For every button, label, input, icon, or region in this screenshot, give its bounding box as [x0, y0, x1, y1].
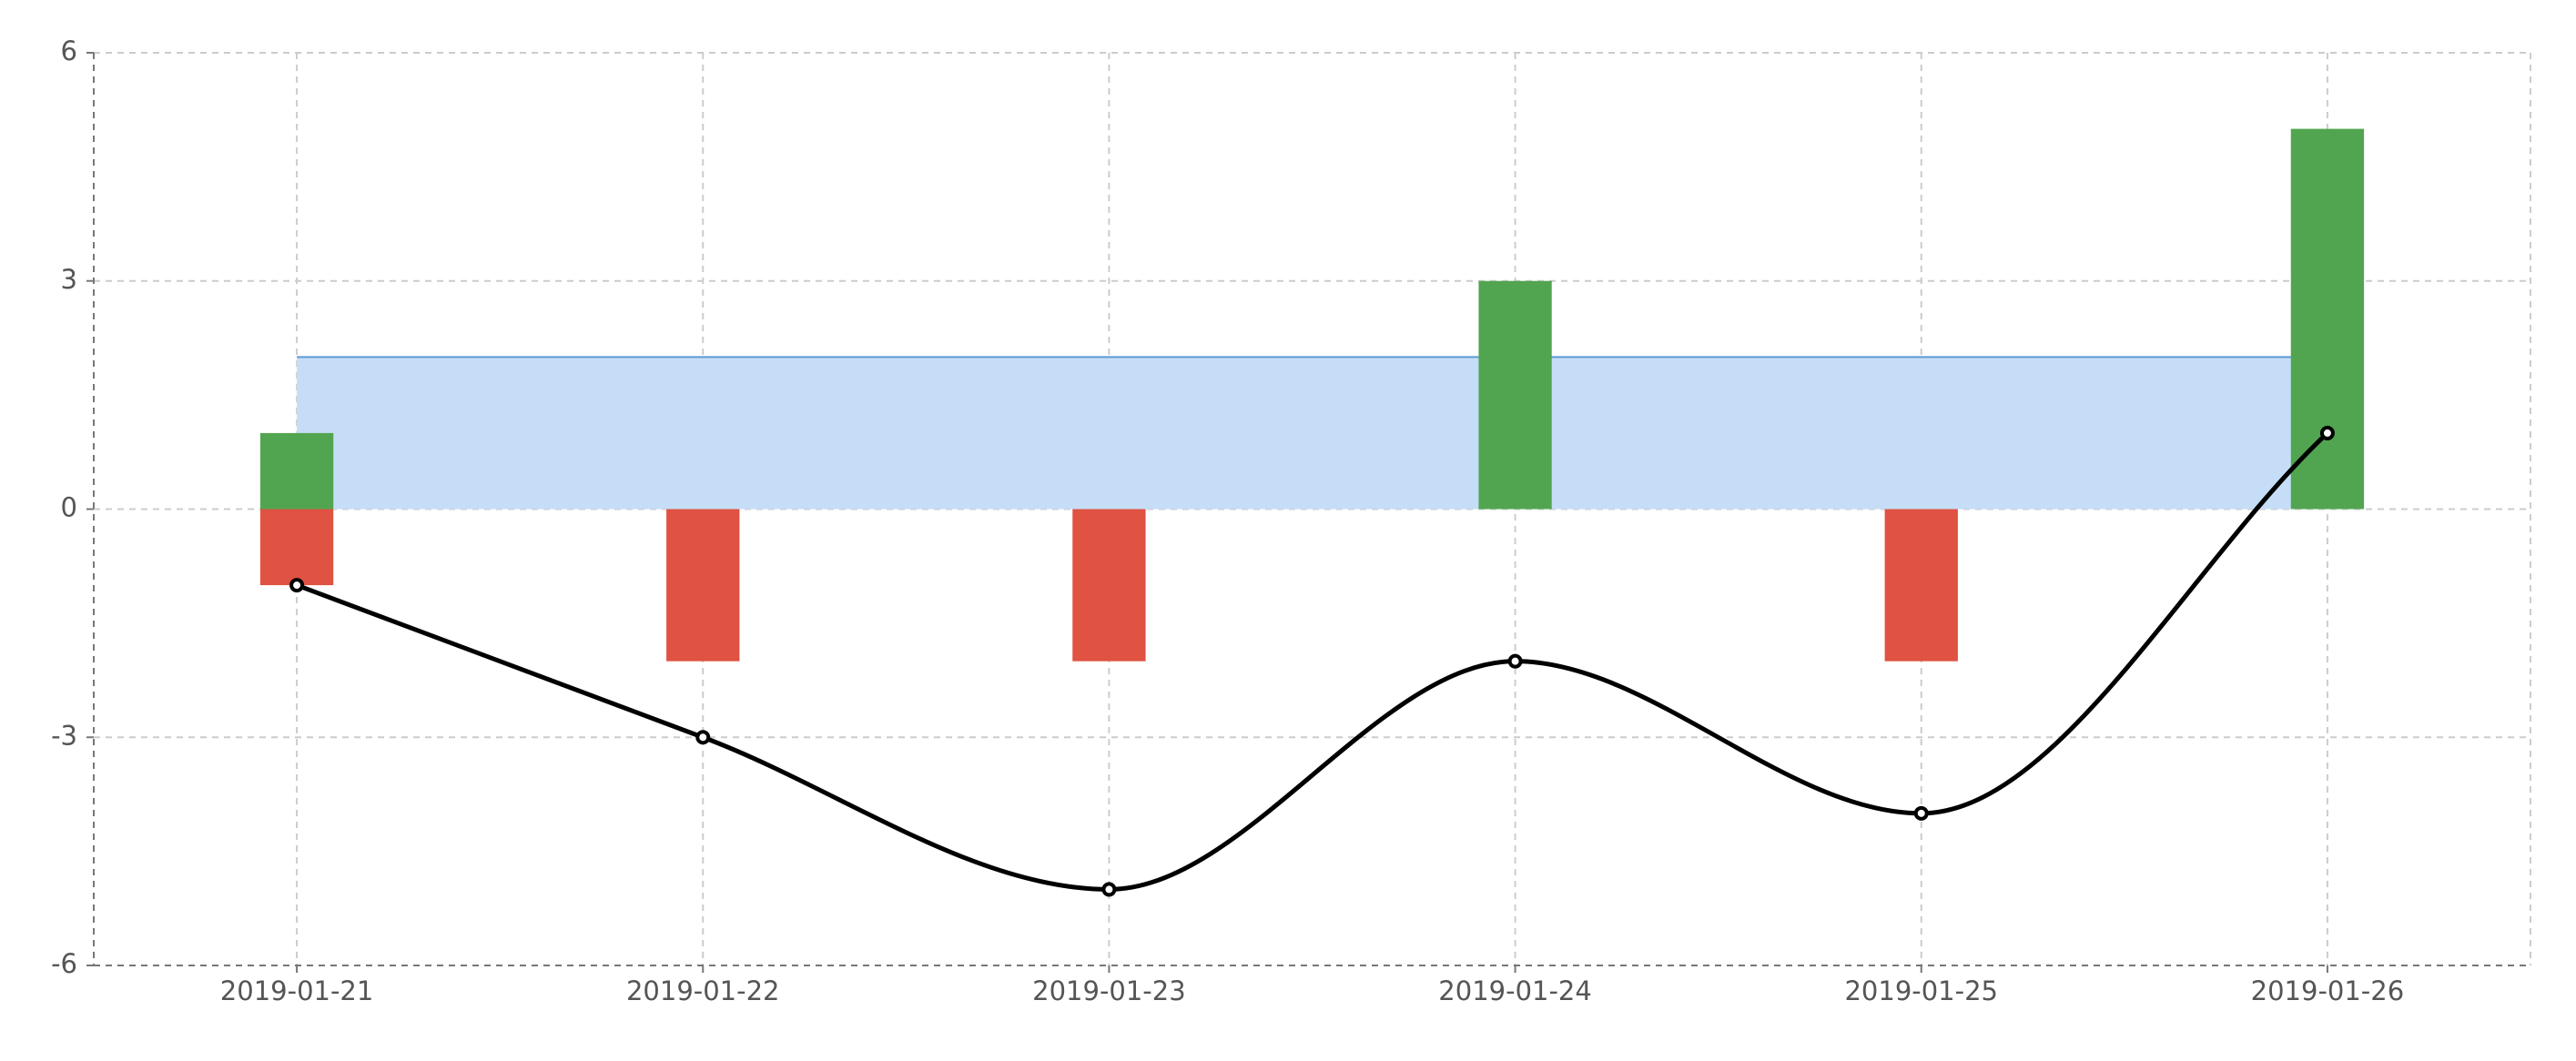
- point: [1507, 653, 1523, 669]
- y-tick-label: 6: [61, 35, 77, 66]
- line: [296, 431, 2329, 892]
- x-tick-label: 2019-01-22: [626, 975, 780, 1006]
- x-tick-label: 2019-01-26: [2251, 975, 2405, 1006]
- point: [695, 730, 711, 745]
- y-tick-label: -3: [51, 720, 77, 751]
- bar: [1478, 280, 1552, 510]
- bar: [1072, 509, 1146, 662]
- point: [2319, 425, 2335, 440]
- point: [1101, 882, 1117, 897]
- bar: [1884, 509, 1958, 662]
- y-tick-label: -6: [51, 948, 77, 979]
- y-tick-label: 0: [61, 492, 77, 523]
- y-tick-label: 3: [61, 264, 77, 295]
- x-tick-label: 2019-01-21: [220, 975, 374, 1006]
- bar: [2290, 128, 2365, 510]
- bar: [259, 509, 334, 586]
- point: [289, 578, 305, 593]
- x-tick-label: 2019-01-23: [1032, 975, 1186, 1006]
- point: [1913, 805, 1929, 821]
- area: [297, 357, 2328, 510]
- x-tick-label: 2019-01-25: [1844, 975, 1998, 1006]
- bar: [666, 509, 740, 662]
- bar: [259, 432, 334, 510]
- x-tick-label: 2019-01-24: [1438, 975, 1592, 1006]
